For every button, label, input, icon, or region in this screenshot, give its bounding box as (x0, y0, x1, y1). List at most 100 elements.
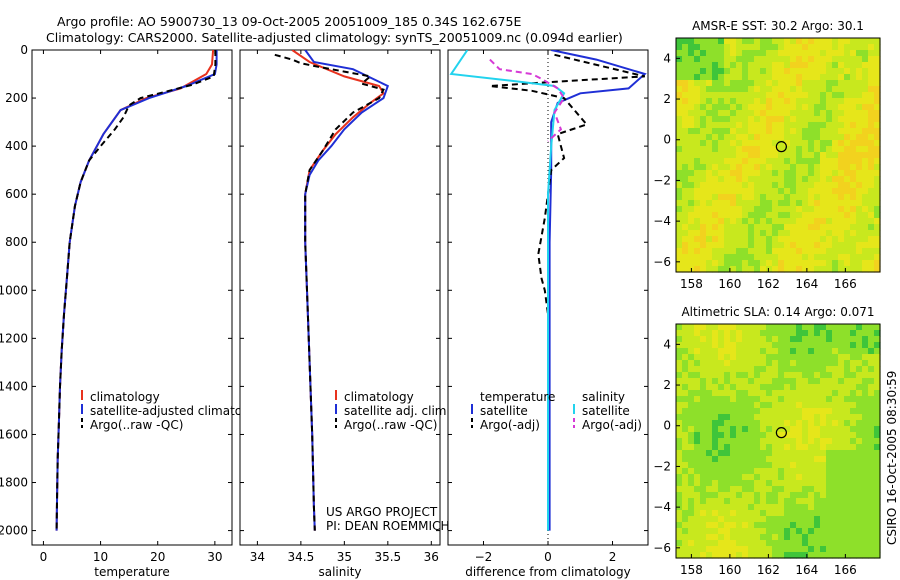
sst_map-xtick-label: 158 (680, 277, 703, 291)
sst_map-cell (784, 206, 791, 213)
sla_map-cell (874, 372, 881, 379)
sla_map-cell (838, 462, 845, 469)
sst_map-cell (862, 62, 869, 69)
sla_map-cell (772, 402, 779, 409)
sst_map-cell (808, 98, 815, 105)
sst_map-cell (796, 92, 803, 99)
sla_map-cell (802, 534, 809, 541)
sst_map-cell (826, 254, 833, 261)
sla_map-cell (676, 432, 683, 439)
sst_map-cell (724, 56, 731, 63)
sla_map-cell (838, 510, 845, 517)
sla_map-cell (820, 420, 827, 427)
sla_map-cell (784, 456, 791, 463)
sst_map-cell (682, 44, 689, 51)
sst_map-cell (748, 212, 755, 219)
sla_map-cell (682, 348, 689, 355)
sst_map-cell (760, 116, 767, 123)
temperature-xtick-label: 20 (150, 550, 165, 564)
sst_map-cell (856, 62, 863, 69)
sla_map-cell (748, 366, 755, 373)
sst_map-cell (814, 236, 821, 243)
sla_map-cell (808, 396, 815, 403)
sla_map-cell (820, 486, 827, 493)
sst_map-cell (742, 98, 749, 105)
sst_map-cell (778, 74, 785, 81)
sla_map-cell (700, 378, 707, 385)
sla_map-cell (712, 444, 719, 451)
sst_map-cell (868, 50, 875, 57)
sla_map-cell (718, 324, 725, 331)
sst_map-cell (778, 56, 785, 63)
sla_map-cell (742, 540, 749, 547)
sla_map-cell (742, 402, 749, 409)
sst_map-cell (832, 68, 839, 75)
sla_map-cell (796, 420, 803, 427)
sla_map-cell (850, 354, 857, 361)
sst_map-cell (754, 110, 761, 117)
sst_map-cell (802, 254, 809, 261)
sst_map-cell (844, 260, 851, 267)
sla_map-cell (874, 546, 881, 553)
sst_map-cell (868, 98, 875, 105)
sst_map-cell (826, 164, 833, 171)
sst_map-cell (826, 218, 833, 225)
sla_map-cell (862, 474, 869, 481)
sst_map-cell (802, 146, 809, 153)
sst_map-cell (832, 98, 839, 105)
sst_map-cell (754, 50, 761, 57)
sla_map-cell (688, 414, 695, 421)
sst_map-cell (844, 224, 851, 231)
sla_map-cell (682, 330, 689, 337)
sst_map-cell (754, 38, 761, 45)
sst_map-cell (808, 266, 815, 273)
sst_map-cell (862, 68, 869, 75)
sla_map-cell (832, 474, 839, 481)
sst_map-cell (844, 98, 851, 105)
sla_map-cell (760, 516, 767, 523)
sst_map-cell (808, 236, 815, 243)
sst_map-cell (820, 146, 827, 153)
sla_map-cell (844, 510, 851, 517)
sla_map-cell (736, 378, 743, 385)
sst_map-cell (814, 116, 821, 123)
sst_map-cell (700, 194, 707, 201)
sla_map-cell (778, 510, 785, 517)
sst_map-cell (868, 80, 875, 87)
sst_map-cell (820, 188, 827, 195)
sst_map-cell (874, 254, 881, 261)
sst_map-cell (826, 152, 833, 159)
sla_map-cell (820, 444, 827, 451)
sla_map-cell (874, 366, 881, 373)
sla_map-cell (856, 450, 863, 457)
sla_map-cell (724, 552, 731, 559)
temperature-xtick-label: 10 (93, 550, 108, 564)
sla_map-cell (754, 354, 761, 361)
sst_map-cell (862, 134, 869, 141)
sst_map-cell (844, 110, 851, 117)
sst_map-cell (790, 134, 797, 141)
sla_map-cell (862, 456, 869, 463)
sst_map-cell (832, 224, 839, 231)
sst_map-cell (706, 56, 713, 63)
sst_map-cell (700, 212, 707, 219)
sst_map-cell (760, 80, 767, 87)
sst_map-cell (778, 218, 785, 225)
sla_map-cell (838, 414, 845, 421)
sla_map-cell (694, 552, 701, 559)
sst_map-cell (802, 104, 809, 111)
sst_map-cell (706, 62, 713, 69)
sst_map-cell (676, 98, 683, 105)
sla_map-cell (676, 420, 683, 427)
sla_map-cell (856, 438, 863, 445)
temperature-series-2 (55, 50, 217, 531)
sst_map-cell (760, 182, 767, 189)
sst_map-cell (856, 140, 863, 147)
sla_map-cell (712, 420, 719, 427)
sst_map-cell (790, 110, 797, 117)
sst_map-cell (808, 110, 815, 117)
sst_map-cell (682, 254, 689, 261)
sst_map-cell (814, 254, 821, 261)
sla_map-xtick-label: 164 (795, 563, 818, 577)
